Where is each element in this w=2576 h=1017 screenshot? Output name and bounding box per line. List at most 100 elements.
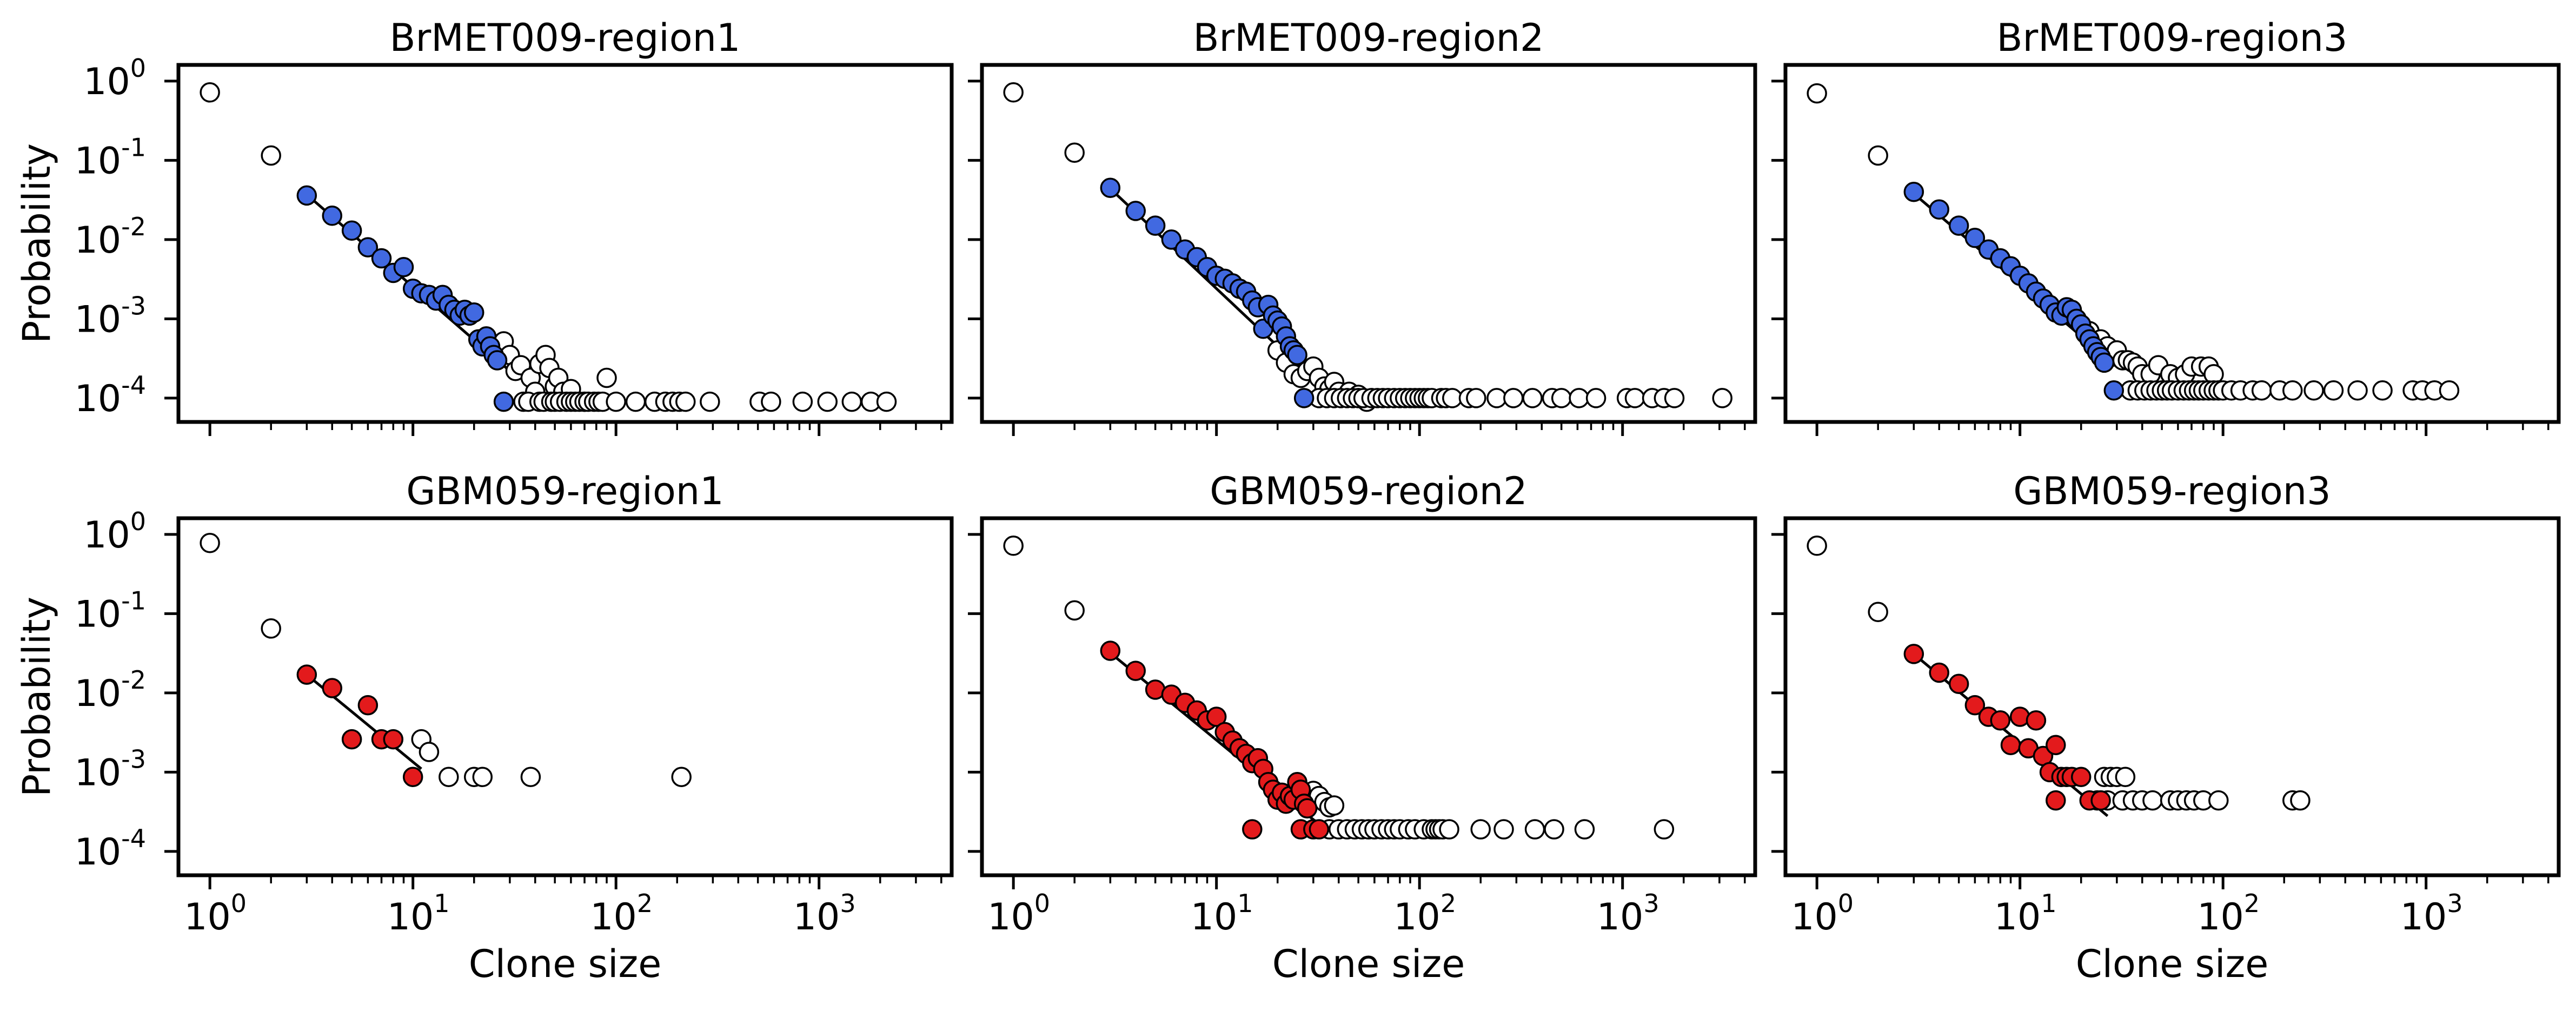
x-tick-label: 103: [793, 889, 856, 939]
filled-point: [322, 678, 342, 698]
open-point: [1624, 388, 1645, 408]
x-tick-label: 100: [184, 889, 247, 939]
fitted-points: [1903, 181, 2124, 401]
filled-point: [463, 302, 484, 323]
y-tick-label: 10-3: [75, 291, 146, 341]
open-point: [876, 391, 897, 412]
filled-point: [1242, 819, 1263, 840]
x-tick-label: 100: [987, 889, 1050, 939]
filled-point: [1929, 662, 1949, 683]
open-point: [2282, 380, 2303, 401]
filled-point: [2094, 352, 2115, 373]
filled-point: [357, 237, 379, 257]
fitted-points: [1100, 640, 1330, 840]
filled-point: [341, 220, 362, 241]
open-point: [1807, 83, 1827, 104]
open-point: [1551, 388, 1572, 408]
y-axis: 100 10-1 10-2 10-3 10-4 Probability: [15, 54, 178, 420]
panel-title: BrMET009-region1: [390, 16, 741, 60]
x-axis: [1012, 422, 1746, 436]
x-axis-label: Clone size: [1272, 942, 1465, 986]
panel-title: BrMET009-region2: [1193, 16, 1544, 60]
y-tick-label: 10-4: [75, 824, 146, 874]
filled-point: [296, 185, 317, 206]
open-point: [1868, 602, 1888, 623]
open-point: [200, 532, 220, 553]
open-point: [1486, 388, 1507, 408]
open-point: [1574, 819, 1595, 840]
x-axis-label: Clone size: [469, 942, 662, 986]
open-point: [1064, 600, 1085, 621]
y-tick-label: 10-2: [75, 665, 146, 715]
x-axis: 100 101 102 103 Clone size: [987, 875, 1746, 986]
y-tick-label: 10-3: [75, 744, 146, 794]
filled-point: [296, 664, 317, 685]
open-point: [625, 391, 646, 412]
y-axis: [968, 80, 982, 400]
filled-point: [2026, 710, 2047, 731]
panel-6: GBM059-region3 100 101 102 103 Clone size: [1771, 469, 2561, 986]
open-point: [2439, 380, 2460, 401]
filled-point: [1309, 819, 1330, 840]
panel-title: GBM059-region3: [2013, 469, 2331, 513]
filled-point: [1964, 695, 1986, 716]
open-point: [1664, 388, 1685, 408]
open-point: [472, 767, 493, 788]
fitted-points: [296, 185, 514, 412]
filled-point: [357, 695, 379, 716]
x-tick-label: 101: [1994, 889, 2057, 939]
excluded-points: [1003, 82, 1732, 412]
x-tick-label: 101: [1191, 889, 1253, 939]
y-axis: 100 10-1 10-2 10-3 10-4 Probability: [15, 507, 178, 874]
y-axis: [1771, 533, 1785, 853]
open-point: [1585, 388, 1606, 408]
plot-frame: [980, 63, 1757, 424]
filled-point: [1903, 644, 1924, 664]
y-axis: [1771, 80, 1785, 400]
excluded-points: [1003, 536, 1675, 840]
open-point: [1064, 142, 1085, 163]
open-point: [520, 767, 541, 788]
open-point: [1003, 536, 1024, 556]
filled-point: [1161, 229, 1182, 250]
plot-frame: [176, 516, 954, 877]
filled-point: [1964, 228, 1986, 248]
panel-2: BrMET009-region2: [968, 16, 1757, 436]
open-point: [1466, 388, 1486, 408]
filled-point: [1287, 345, 1307, 365]
filled-point: [2090, 790, 2111, 811]
open-point: [1712, 388, 1732, 408]
x-tick-label: 102: [590, 889, 653, 939]
filled-point: [2046, 790, 2066, 811]
open-point: [671, 767, 692, 788]
filled-point: [1929, 199, 1949, 220]
open-point: [261, 145, 281, 166]
filled-point: [487, 350, 508, 371]
y-tick-label: 100: [83, 54, 146, 103]
y-axis: [968, 533, 982, 853]
panel-title: BrMET009-region3: [1997, 16, 2348, 60]
open-point: [1493, 819, 1514, 840]
y-axis-label: Probability: [15, 597, 59, 797]
x-tick-label: 103: [2400, 889, 2463, 939]
plot-frame: [980, 516, 1757, 877]
filled-point: [1948, 673, 1969, 694]
open-point: [675, 391, 696, 412]
open-point: [1442, 388, 1463, 408]
open-point: [1569, 388, 1589, 408]
open-point: [439, 767, 459, 788]
open-point: [792, 391, 813, 412]
open-point: [1324, 795, 1345, 816]
x-tick-label: 100: [1791, 889, 1854, 939]
y-tick-label: 100: [83, 507, 146, 557]
filled-point: [1125, 661, 1146, 681]
filled-point: [2070, 767, 2092, 788]
filled-point: [1206, 706, 1227, 727]
open-point: [2115, 767, 2136, 788]
filled-point: [322, 206, 342, 226]
filled-point: [1990, 710, 2011, 731]
excluded-points: [1807, 83, 2460, 401]
plot-frame: [1783, 63, 2561, 424]
